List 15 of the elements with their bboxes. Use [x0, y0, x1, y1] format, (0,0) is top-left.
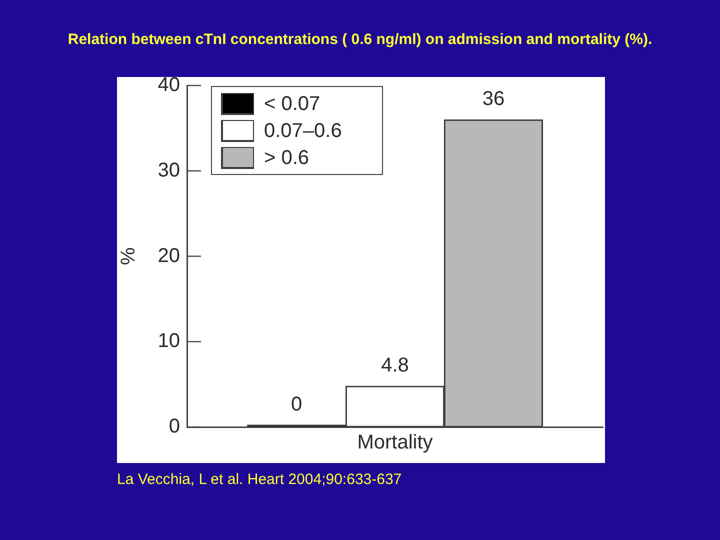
data-label: 4.8: [381, 354, 409, 377]
legend-label: 0.07–0.6: [264, 120, 342, 142]
y-tick-label: 40: [158, 74, 180, 96]
y-axis-title: %: [118, 247, 140, 266]
x-tick-label: Mortality: [357, 432, 433, 454]
y-tick-label: 0: [168, 416, 180, 438]
legend-label: < 0.07: [264, 92, 320, 114]
text: La Vecchia, L et al. Heart 2004;90:633-637: [117, 471, 402, 488]
y-tick-label: 10: [158, 330, 180, 352]
y-tick-label: 20: [158, 244, 180, 267]
legend-label: > 0.6: [264, 146, 310, 168]
data-label: 0: [290, 394, 302, 416]
chart-title: Relation between cTnI concentrations ( 0.6 ng/ml) on admission and mortality (%).: [66, 31, 654, 48]
y-tick-label: 30: [158, 159, 180, 182]
data-label: 36: [482, 88, 505, 110]
